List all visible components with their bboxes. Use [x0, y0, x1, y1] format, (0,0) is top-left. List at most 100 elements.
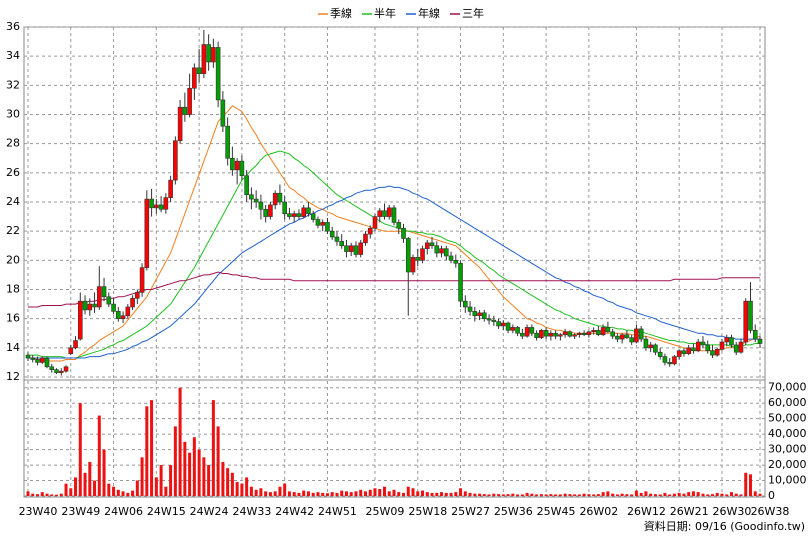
candle-body: [724, 337, 730, 343]
candle-body: [615, 335, 620, 340]
volume-bar: [425, 492, 429, 496]
volume-bar: [544, 494, 548, 496]
x-tick-label: 24W51: [318, 505, 357, 518]
volume-bar: [539, 494, 543, 496]
volume-bar: [192, 437, 196, 496]
volume-bar: [440, 492, 444, 496]
candle-body: [92, 303, 97, 308]
candle-body: [315, 219, 321, 226]
volume-bar: [178, 387, 182, 496]
volume-bar: [354, 491, 358, 496]
volume-bar: [183, 441, 187, 496]
y-tick-label: 26: [6, 166, 20, 179]
candle-body: [396, 222, 402, 229]
volume-bar: [406, 486, 410, 496]
volume-bar: [497, 494, 501, 496]
volume-bar: [753, 491, 757, 496]
candle-body: [63, 366, 69, 372]
volume-bar: [249, 486, 253, 496]
candle-body: [405, 238, 411, 273]
candle-body: [577, 332, 582, 336]
candle-body: [334, 236, 340, 242]
candle-body: [657, 351, 663, 357]
x-tick-label: 24W42: [275, 505, 314, 518]
candle-body: [534, 332, 539, 338]
volume-bar: [268, 492, 272, 496]
candle-body: [253, 198, 259, 203]
volume-bar: [202, 457, 206, 496]
volume-bar: [112, 486, 116, 496]
candle-body: [339, 241, 345, 247]
volume-bar: [140, 457, 144, 496]
candle-body: [501, 322, 506, 327]
candle-body: [524, 327, 530, 337]
volume-bar: [221, 461, 225, 496]
volume-bar: [696, 492, 700, 496]
candle-body: [676, 350, 682, 357]
volume-bar: [159, 465, 163, 496]
candle-body: [234, 160, 240, 171]
y-tick-label: 32: [6, 78, 20, 91]
y-tick-label: 16: [6, 312, 20, 325]
candle-body: [77, 300, 83, 340]
x-tick-label: 25W36: [494, 505, 533, 518]
volume-bar: [292, 492, 296, 496]
candle-body: [358, 242, 364, 255]
candle-body: [648, 344, 653, 349]
volume-bar: [568, 494, 572, 496]
candle-body: [391, 207, 397, 223]
candle-body: [434, 245, 440, 254]
volume-bar: [506, 494, 510, 496]
volume-tick-label: 40,000: [768, 427, 807, 440]
candle-body: [68, 347, 74, 354]
candle-body: [282, 201, 287, 214]
y-tick-label: 30: [6, 108, 20, 121]
volume-tick-label: 60,000: [768, 396, 807, 409]
candle-body: [477, 312, 482, 317]
candle-body: [386, 207, 392, 217]
candle-body: [187, 87, 192, 115]
x-tick-label: 25W18: [408, 505, 447, 518]
volume-bar: [107, 483, 111, 496]
volume-bar: [302, 490, 306, 496]
volume-bar: [330, 492, 334, 496]
y-tick-label: 22: [6, 224, 20, 237]
volume-bar: [639, 492, 643, 496]
volume-bar: [516, 494, 520, 496]
volume-bar: [459, 488, 463, 496]
volume-bar: [573, 494, 577, 496]
volume-bar: [630, 494, 634, 496]
candle-body: [752, 330, 758, 340]
candle-body: [748, 300, 753, 331]
volume-bar: [492, 493, 496, 496]
candle-body: [472, 311, 478, 317]
candle-body: [177, 106, 183, 142]
volume-bar: [116, 489, 120, 496]
volume-bar: [150, 400, 154, 496]
volume-bar: [216, 426, 220, 496]
candle-body: [562, 331, 568, 336]
candle-body: [287, 213, 292, 217]
volume-bar: [473, 493, 477, 496]
candle-body: [420, 248, 425, 261]
candle-body: [529, 327, 535, 334]
candle-body: [220, 99, 226, 127]
volume-bar: [197, 449, 201, 496]
candle-body: [410, 257, 416, 273]
candle-body: [558, 334, 563, 337]
volume-bar: [173, 426, 177, 496]
volume-bar: [706, 494, 710, 496]
volume-bar: [463, 491, 467, 496]
volume-bar: [663, 492, 667, 496]
volume-bar: [615, 494, 619, 496]
volume-bar: [325, 493, 329, 496]
candle-body: [439, 248, 444, 254]
x-tick-label: 24W24: [190, 505, 229, 518]
candle-body: [320, 222, 326, 226]
candle-body: [619, 334, 625, 340]
volume-bar: [311, 492, 315, 496]
volume-bar: [744, 472, 748, 496]
candle-body: [634, 328, 639, 343]
candle-body: [301, 207, 306, 217]
x-tick-label: 26W38: [751, 505, 790, 518]
